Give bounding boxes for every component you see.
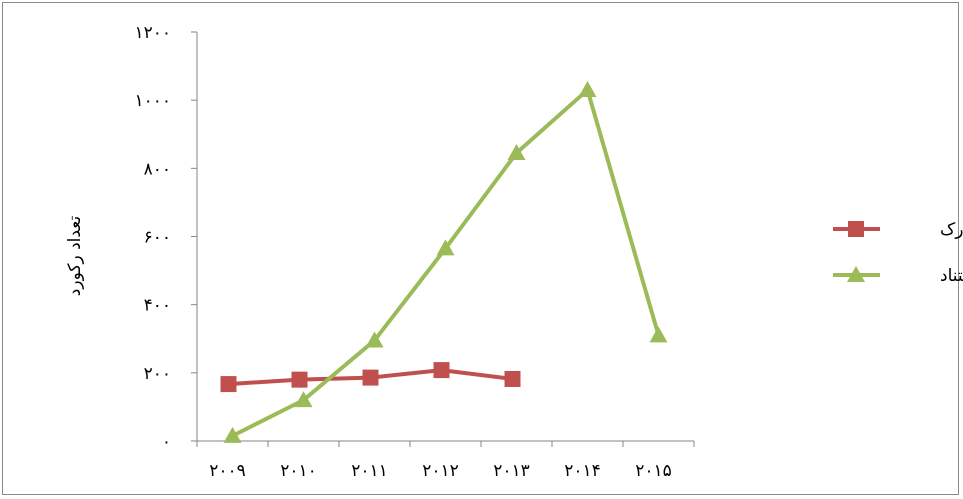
data-point-triangle (649, 326, 668, 343)
series-2 (223, 80, 668, 443)
legend: مدرک استناد (833, 220, 963, 286)
axes (191, 31, 695, 447)
y-axis-label: تعداد رکورد (65, 216, 85, 297)
data-point-triangle (294, 391, 313, 408)
series-layer (220, 80, 668, 443)
legend-label: مدرک (940, 220, 963, 240)
data-point-square (291, 371, 308, 388)
series-1 (220, 362, 521, 393)
y-tick-label: ۰ (162, 432, 171, 452)
data-point-square (433, 362, 450, 379)
data-point-square (220, 376, 237, 393)
data-point-triangle (223, 426, 242, 443)
data-point-triangle (578, 80, 597, 97)
legend-item: استناد (833, 266, 963, 286)
data-point-triangle (436, 239, 455, 256)
y-tick-label: ۱۰۰۰ (134, 91, 171, 111)
data-point-triangle (847, 266, 865, 282)
y-tick-label: ۱۲۰۰ (134, 23, 171, 43)
legend-item: مدرک (833, 220, 963, 240)
data-point-triangle (507, 143, 526, 160)
y-tick-label: ۶۰۰ (144, 228, 171, 248)
legend-label: استناد (940, 266, 963, 286)
y-tick-label: ۴۰۰ (144, 296, 171, 316)
x-tick-labels: ۲۰۰۹ ۲۰۱۰ ۲۰۱۱ ۲۰۱۲ ۲۰۱۳ ۲۰۱۴ ۲۰۱۵ (209, 461, 672, 481)
x-tick-label: ۲۰۱۱ (351, 461, 388, 481)
data-point-square (848, 221, 864, 237)
y-tick-labels: ۰ ۲۰۰ ۴۰۰ ۶۰۰ ۸۰۰ ۱۰۰۰ ۱۲۰۰ (134, 23, 171, 452)
y-tick-label: ۲۰۰ (144, 364, 171, 384)
data-point-square (362, 369, 379, 386)
data-point-square (504, 370, 521, 387)
x-tick-label: ۲۰۱۳ (493, 461, 530, 481)
x-tick-label: ۲۰۱۵ (635, 461, 672, 481)
y-tick-label: ۸۰۰ (144, 159, 171, 179)
x-tick-label: ۲۰۱۰ (280, 461, 317, 481)
x-tick-label: ۲۰۱۴ (564, 461, 601, 481)
x-tick-label: ۲۰۰۹ (209, 461, 246, 481)
x-tick-label: ۲۰۱۲ (422, 461, 459, 481)
data-point-triangle (365, 331, 384, 348)
